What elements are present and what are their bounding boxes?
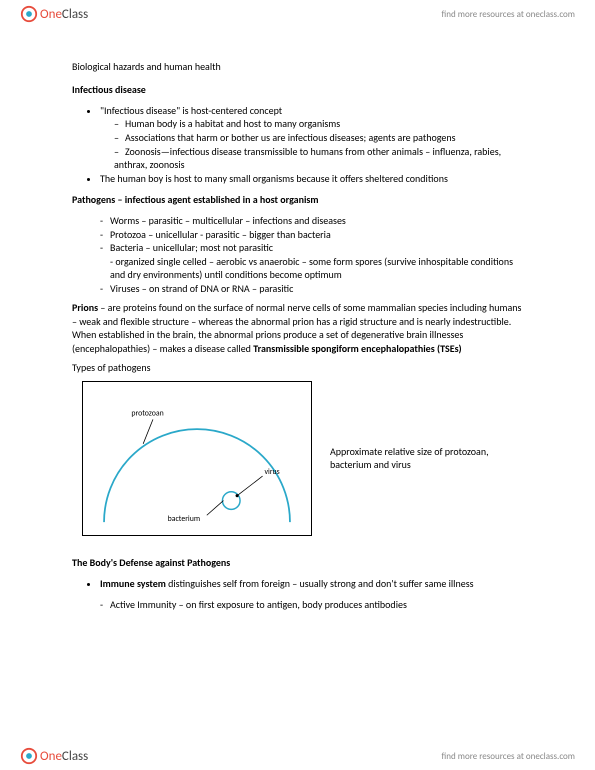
page-header: OneClass find more resources at oneclass…	[0, 0, 595, 28]
oneclass-icon	[20, 747, 38, 765]
immune-lead: Immune system	[100, 577, 166, 590]
tse-term: Transmissible spongiform encephalopathie…	[253, 342, 461, 355]
dash-text: - organized single celled – aerobic vs a…	[110, 255, 523, 282]
list-item: The human boy is host to many small orga…	[100, 172, 523, 185]
doc-title: Biological hazards and human health	[72, 60, 523, 73]
bullet-text: "Infectious disease" is host-centered co…	[100, 104, 282, 117]
pathogens-list: -Worms – parasitic – multicellular – inf…	[72, 214, 523, 295]
document-body: Biological hazards and human health Infe…	[72, 60, 523, 617]
dash-text: Active Immunity – on first exposure to a…	[110, 598, 407, 612]
pathogen-size-diagram: virus bacterium protozoan	[82, 381, 312, 536]
bacterium-label: bacterium	[168, 515, 200, 524]
sub-list: Human body is a habitat and host to many…	[100, 117, 523, 171]
list-item: -Worms – parasitic – multicellular – inf…	[100, 214, 523, 228]
oneclass-icon	[20, 5, 38, 23]
section-defense: The Body's Defense against Pathogens	[72, 556, 523, 569]
brand-text: OneClass	[40, 749, 88, 764]
header-link[interactable]: find more resources at oneclass.com	[442, 9, 575, 20]
list-item: -Active Immunity – on first exposure to …	[100, 598, 523, 612]
dash-text: Bacteria – unicellular; most not parasit…	[110, 241, 273, 255]
types-label: Types of pathogens	[72, 361, 523, 375]
section-pathogens: Pathogens – infectious agent established…	[72, 193, 523, 206]
footer-link[interactable]: find more resources at oneclass.com	[442, 751, 575, 762]
defense-dash-list: -Active Immunity – on first exposure to …	[72, 598, 523, 612]
prions-paragraph: Prions – are proteins found on the surfa…	[72, 301, 523, 355]
list-item: -Bacteria – unicellular; most not parasi…	[100, 241, 523, 255]
infectious-list: "Infectious disease" is host-centered co…	[72, 104, 523, 185]
prions-lead: Prions	[72, 301, 98, 314]
virus-label: virus	[265, 468, 280, 477]
list-item: - organized single celled – aerobic vs a…	[100, 255, 523, 282]
list-item: Associations that harm or bother us are …	[114, 131, 523, 144]
page-footer: OneClass find more resources at oneclass…	[0, 742, 595, 770]
brand-logo: OneClass	[20, 5, 88, 23]
diagram-caption: Approximate relative size of protozoan, …	[330, 445, 510, 472]
list-item: Human body is a habitat and host to many…	[114, 117, 523, 130]
list-item: Immune system distinguishes self from fo…	[100, 577, 523, 590]
immune-rest: distinguishes self from foreign – usuall…	[166, 577, 474, 590]
list-item: -Viruses – on strand of DNA or RNA – par…	[100, 282, 523, 296]
dash-text: Protozoa – unicellular - parasitic – big…	[110, 228, 331, 242]
diagram-row: virus bacterium protozoan Approximate re…	[82, 381, 523, 536]
section-infectious: Infectious disease	[72, 83, 523, 96]
defense-list: Immune system distinguishes self from fo…	[72, 577, 523, 590]
list-item: Zoonosis—infectious disease transmissibl…	[114, 145, 523, 171]
protozoan-label: protozoan	[131, 409, 163, 418]
dash-text: Viruses – on strand of DNA or RNA – para…	[110, 282, 293, 296]
dash-text: Worms – parasitic – multicellular – infe…	[110, 214, 346, 228]
list-item: "Infectious disease" is host-centered co…	[100, 104, 523, 171]
brand-logo: OneClass	[20, 747, 88, 765]
brand-text: OneClass	[40, 7, 88, 22]
list-item: -Protozoa – unicellular - parasitic – bi…	[100, 228, 523, 242]
